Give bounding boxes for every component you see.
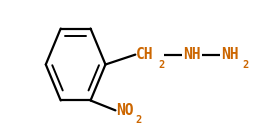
Text: 2: 2	[136, 115, 142, 125]
Text: 2: 2	[159, 59, 165, 70]
Text: CH: CH	[136, 47, 154, 62]
Text: NH: NH	[221, 47, 239, 62]
Text: NO: NO	[116, 103, 134, 118]
Text: 2: 2	[243, 59, 249, 70]
Text: NH: NH	[183, 47, 201, 62]
